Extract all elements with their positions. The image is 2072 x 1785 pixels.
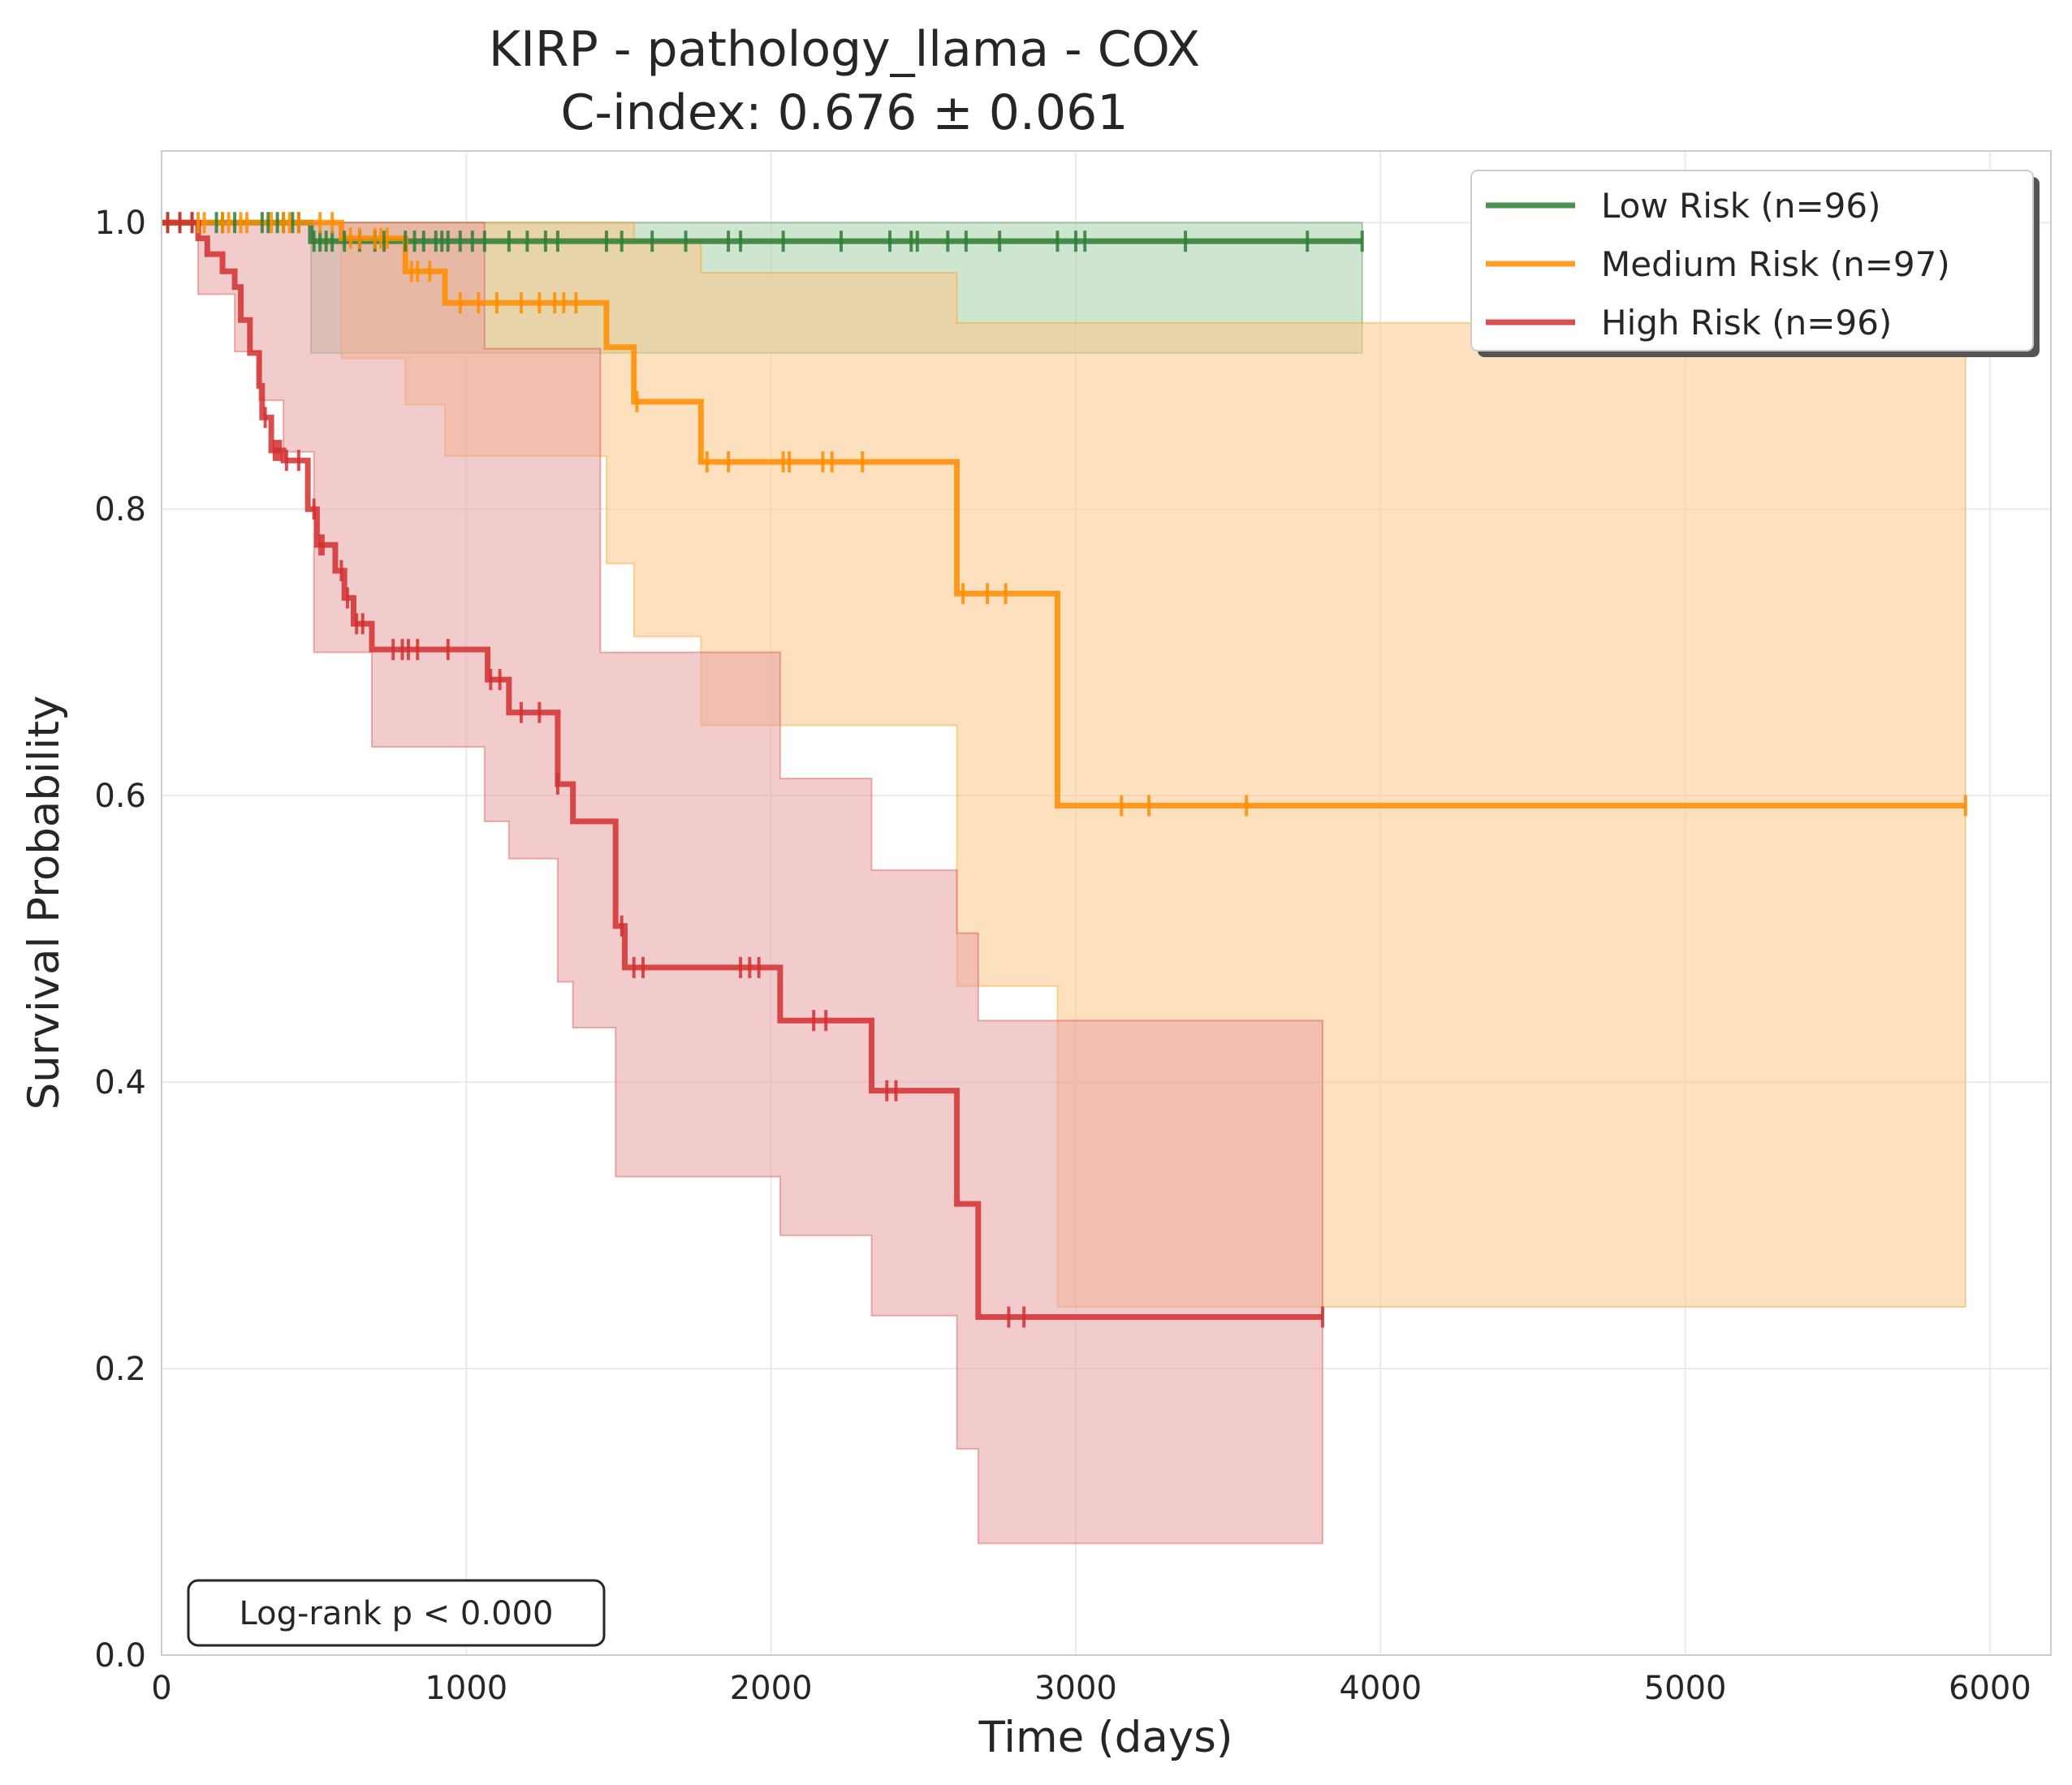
x-tick-label: 4000: [1339, 1670, 1422, 1707]
chart-subtitle: C-index: 0.676 ± 0.061: [561, 84, 1129, 141]
legend-label-high-risk: High Risk (n=96): [1601, 303, 1892, 343]
y-tick-label: 0.4: [94, 1064, 146, 1102]
survival-curve-medium-risk: [162, 219, 1966, 808]
x-tick-labels: 0 1000 2000 3000 4000 5000 6000: [151, 1670, 2031, 1707]
y-tick-label: 0.6: [94, 778, 146, 815]
plot-frame: [161, 150, 2052, 1656]
ci-band-high-risk: [197, 222, 1323, 1545]
annotation-box: [187, 1579, 606, 1647]
chart-title: KIRP - pathology_llama - COX: [489, 21, 1200, 78]
censor-marks: [166, 212, 1967, 1328]
x-tick-label: 1000: [425, 1670, 507, 1707]
x-tick-label: 0: [151, 1670, 171, 1707]
logrank-annotation: Log-rank p < 0.000: [187, 1579, 606, 1647]
y-axis-label: Survival Probability: [19, 696, 69, 1110]
x-tick-label: 3000: [1034, 1670, 1117, 1707]
y-tick-label: 0.2: [94, 1351, 146, 1388]
legend-label-low-risk: Low Risk (n=96): [1601, 186, 1881, 226]
y-tick-label: 1.0: [94, 205, 146, 242]
legend: Low Risk (n=96) Medium Risk (n=97) High …: [1470, 170, 2040, 357]
annotation-text: Log-rank p < 0.000: [240, 1595, 554, 1632]
y-tick-label: 0.8: [94, 491, 146, 528]
legend-label-medium-risk: Medium Risk (n=97): [1601, 244, 1950, 284]
confidence-bands: [197, 222, 1966, 1545]
y-tick-label: 0.0: [94, 1637, 146, 1675]
x-tick-label: 6000: [1949, 1670, 2031, 1707]
x-tick-label: 5000: [1644, 1670, 1727, 1707]
y-tick-labels: 0.0 0.2 0.4 0.6 0.8 1.0: [94, 205, 146, 1675]
legend-box: [1470, 170, 2034, 351]
x-axis-label: Time (days): [978, 1713, 1232, 1762]
x-tick-label: 2000: [730, 1670, 813, 1707]
